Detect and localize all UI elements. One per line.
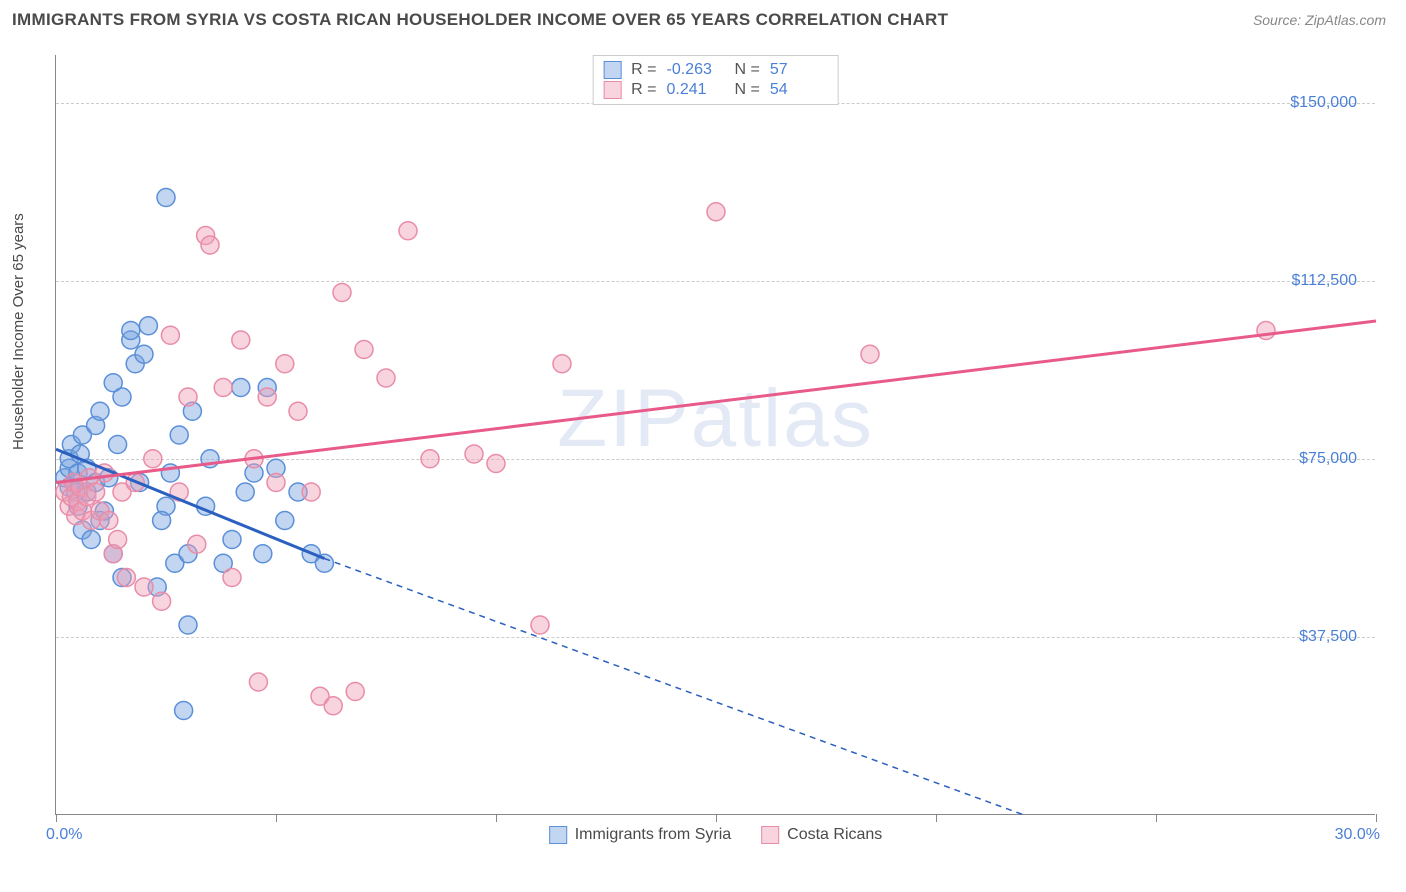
n-label: N = xyxy=(735,81,760,99)
scatter-point xyxy=(267,474,285,492)
scatter-point xyxy=(232,331,250,349)
scatter-point xyxy=(82,531,100,549)
legend-label-1: Immigrants from Syria xyxy=(575,826,731,844)
scatter-point xyxy=(153,592,171,610)
scatter-point xyxy=(179,388,197,406)
x-tick xyxy=(1376,814,1377,822)
x-tick xyxy=(716,814,717,822)
scatter-point xyxy=(100,512,118,530)
scatter-point xyxy=(175,702,193,720)
scatter-point xyxy=(214,379,232,397)
scatter-point xyxy=(377,369,395,387)
scatter-point xyxy=(144,450,162,468)
scatter-point xyxy=(201,236,219,254)
scatter-point xyxy=(157,189,175,207)
r-value-1: -0.263 xyxy=(667,61,725,79)
scatter-point xyxy=(122,322,140,340)
scatter-point xyxy=(254,545,272,563)
scatter-point xyxy=(276,512,294,530)
scatter-point xyxy=(465,445,483,463)
legend-row-series-1: R = -0.263 N = 57 xyxy=(603,60,828,80)
n-value-1: 57 xyxy=(770,61,828,79)
legend-swatch-1 xyxy=(603,61,621,79)
x-tick xyxy=(936,814,937,822)
y-axis-label: Householder Income Over 65 years xyxy=(10,213,27,450)
scatter-point xyxy=(135,578,153,596)
regression-line xyxy=(56,321,1376,483)
scatter-point xyxy=(223,569,241,587)
scatter-point xyxy=(1257,322,1275,340)
correlation-legend: R = -0.263 N = 57 R = 0.241 N = 54 xyxy=(592,55,839,105)
scatter-point xyxy=(170,426,188,444)
x-tick xyxy=(496,814,497,822)
legend-row-series-2: R = 0.241 N = 54 xyxy=(603,80,828,100)
scatter-point xyxy=(117,569,135,587)
scatter-point xyxy=(333,284,351,302)
scatter-point xyxy=(276,355,294,373)
scatter-point xyxy=(355,341,373,359)
scatter-point xyxy=(153,512,171,530)
scatter-point xyxy=(553,355,571,373)
r-label: R = xyxy=(631,81,656,99)
chart-header: IMMIGRANTS FROM SYRIA VS COSTA RICAN HOU… xyxy=(0,0,1406,36)
scatter-point xyxy=(139,317,157,335)
r-label: R = xyxy=(631,61,656,79)
scatter-point xyxy=(91,402,109,420)
scatter-point xyxy=(161,326,179,344)
scatter-point xyxy=(179,616,197,634)
x-tick xyxy=(56,814,57,822)
scatter-point xyxy=(249,673,267,691)
scatter-point xyxy=(258,388,276,406)
scatter-point xyxy=(236,483,254,501)
bottom-swatch-2 xyxy=(761,826,779,844)
regression-line-extrapolated xyxy=(324,559,1024,816)
series-legend: Immigrants from Syria Costa Ricans xyxy=(549,826,883,844)
x-axis-min-label: 0.0% xyxy=(46,826,82,844)
scatter-point xyxy=(135,345,153,363)
scatter-point xyxy=(302,483,320,501)
scatter-point xyxy=(289,402,307,420)
x-tick xyxy=(1156,814,1157,822)
legend-swatch-2 xyxy=(603,81,621,99)
scatter-svg xyxy=(56,55,1375,814)
scatter-point xyxy=(399,222,417,240)
legend-item-1: Immigrants from Syria xyxy=(549,826,731,844)
legend-label-2: Costa Ricans xyxy=(787,826,882,844)
x-axis-max-label: 30.0% xyxy=(1335,826,1380,844)
scatter-point xyxy=(232,379,250,397)
bottom-swatch-1 xyxy=(549,826,567,844)
scatter-point xyxy=(188,535,206,553)
r-value-2: 0.241 xyxy=(667,81,725,99)
scatter-point xyxy=(421,450,439,468)
scatter-point xyxy=(113,388,131,406)
x-tick xyxy=(276,814,277,822)
n-label: N = xyxy=(735,61,760,79)
n-value-2: 54 xyxy=(770,81,828,99)
scatter-point xyxy=(223,531,241,549)
scatter-point xyxy=(707,203,725,221)
chart-plot-area: ZIPatlas $37,500$75,000$112,500$150,000 … xyxy=(55,55,1375,815)
chart-title: IMMIGRANTS FROM SYRIA VS COSTA RICAN HOU… xyxy=(12,10,948,30)
chart-source: Source: ZipAtlas.com xyxy=(1253,12,1386,28)
scatter-point xyxy=(531,616,549,634)
scatter-point xyxy=(346,683,364,701)
scatter-point xyxy=(487,455,505,473)
scatter-point xyxy=(109,436,127,454)
scatter-point xyxy=(87,483,105,501)
scatter-point xyxy=(109,531,127,549)
scatter-point xyxy=(861,345,879,363)
legend-item-2: Costa Ricans xyxy=(761,826,882,844)
scatter-point xyxy=(324,697,342,715)
